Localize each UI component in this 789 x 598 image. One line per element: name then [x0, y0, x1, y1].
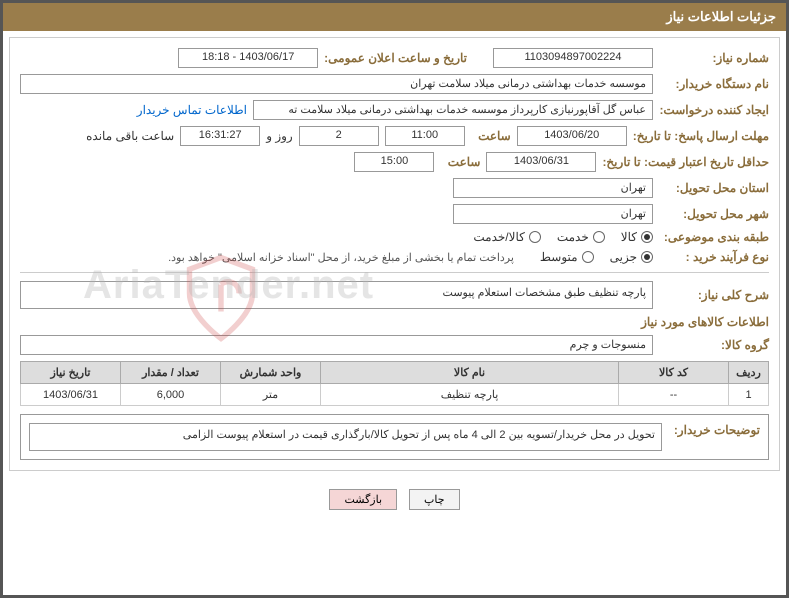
requester-value: عباس گل آقاپورنیازی کارپرداز موسسه خدمات…: [253, 100, 653, 120]
category-radio-group: کالا خدمت کالا/خدمت: [473, 230, 653, 244]
response-time-value: 11:00: [385, 126, 465, 146]
goods-table: ردیف کد کالا نام کالا واحد شمارش تعداد /…: [20, 361, 769, 406]
price-validity-date: 1403/06/31: [486, 152, 596, 172]
buyer-org-value: موسسه خدمات بهداشتی درمانی میلاد سلامت ت…: [20, 74, 653, 94]
panel-header: جزئیات اطلاعات نیاز: [3, 3, 786, 31]
separator-1: [20, 272, 769, 273]
buyer-contact-link[interactable]: اطلاعات تماس خریدار: [137, 103, 247, 117]
radio-medium[interactable]: [582, 251, 594, 263]
purchase-type-radio-group: جزیی متوسط: [540, 250, 653, 264]
response-deadline-label: مهلت ارسال پاسخ: تا تاریخ:: [633, 129, 769, 143]
th-qty: تعداد / مقدار: [121, 362, 221, 384]
th-unit: واحد شمارش: [221, 362, 321, 384]
radio-both[interactable]: [529, 231, 541, 243]
overall-desc-label: شرح کلی نیاز:: [659, 288, 769, 302]
overall-desc-value: پارچه تنظیف طبق مشخصات استعلام پیوست: [20, 281, 653, 309]
delivery-province-label: استان محل تحویل:: [659, 181, 769, 195]
delivery-city-value: تهران: [453, 204, 653, 224]
radio-goods-label: کالا: [621, 230, 637, 244]
buyer-notes-value: تحویل در محل خریدار/تسویه بین 2 الی 4 ما…: [29, 423, 662, 451]
time-label-2: ساعت: [440, 155, 480, 169]
th-name: نام کالا: [321, 362, 619, 384]
radio-service[interactable]: [593, 231, 605, 243]
days-and-text: روز و: [266, 129, 293, 143]
buyer-notes-box: توضیحات خریدار: تحویل در محل خریدار/تسوی…: [20, 414, 769, 460]
buyer-notes-label: توضیحات خریدار:: [670, 423, 760, 451]
cell-row: 1: [729, 384, 769, 406]
payment-note: پرداخت تمام یا بخشی از مبلغ خرید، از محل…: [168, 251, 514, 264]
form-content: شماره نیاز: 1103094897002224 تاریخ و ساع…: [9, 37, 780, 471]
announce-label: تاریخ و ساعت اعلان عمومی:: [324, 51, 467, 65]
buyer-org-label: نام دستگاه خریدار:: [659, 77, 769, 91]
goods-info-title: اطلاعات کالاهای مورد نیاز: [20, 315, 769, 329]
price-validity-time: 15:00: [354, 152, 434, 172]
cell-code: --: [619, 384, 729, 406]
table-row: 1 -- پارچه تنظیف متر 6,000 1403/06/31: [21, 384, 769, 406]
back-button[interactable]: بازگشت: [329, 489, 397, 510]
goods-group-label: گروه کالا:: [659, 338, 769, 352]
cell-unit: متر: [221, 384, 321, 406]
requester-label: ایجاد کننده درخواست:: [659, 103, 769, 117]
radio-partial[interactable]: [641, 251, 653, 263]
cell-date: 1403/06/31: [21, 384, 121, 406]
category-label: طبقه بندی موضوعی:: [659, 230, 769, 244]
radio-goods[interactable]: [641, 231, 653, 243]
time-label-1: ساعت: [471, 129, 511, 143]
announce-value: 1403/06/17 - 18:18: [178, 48, 318, 68]
cell-qty: 6,000: [121, 384, 221, 406]
cell-name: پارچه تنظیف: [321, 384, 619, 406]
th-date: تاریخ نیاز: [21, 362, 121, 384]
radio-both-label: کالا/خدمت: [473, 230, 524, 244]
radio-medium-label: متوسط: [540, 250, 578, 264]
need-number-value: 1103094897002224: [493, 48, 653, 68]
price-validity-label: حداقل تاریخ اعتبار قیمت: تا تاریخ:: [602, 155, 769, 169]
purchase-type-label: نوع فرآیند خرید :: [659, 250, 769, 264]
th-code: کد کالا: [619, 362, 729, 384]
delivery-city-label: شهر محل تحویل:: [659, 207, 769, 221]
radio-partial-label: جزیی: [610, 250, 637, 264]
remaining-suffix: ساعت باقی مانده: [86, 129, 174, 143]
days-remaining-value: 2: [299, 126, 379, 146]
delivery-province-value: تهران: [453, 178, 653, 198]
radio-service-label: خدمت: [557, 230, 589, 244]
response-date-value: 1403/06/20: [517, 126, 627, 146]
print-button[interactable]: چاپ: [409, 489, 460, 510]
need-number-label: شماره نیاز:: [659, 51, 769, 65]
th-row: ردیف: [729, 362, 769, 384]
goods-group-value: منسوجات و چرم: [20, 335, 653, 355]
time-remaining-value: 16:31:27: [180, 126, 260, 146]
footer-buttons: چاپ بازگشت: [3, 481, 786, 518]
